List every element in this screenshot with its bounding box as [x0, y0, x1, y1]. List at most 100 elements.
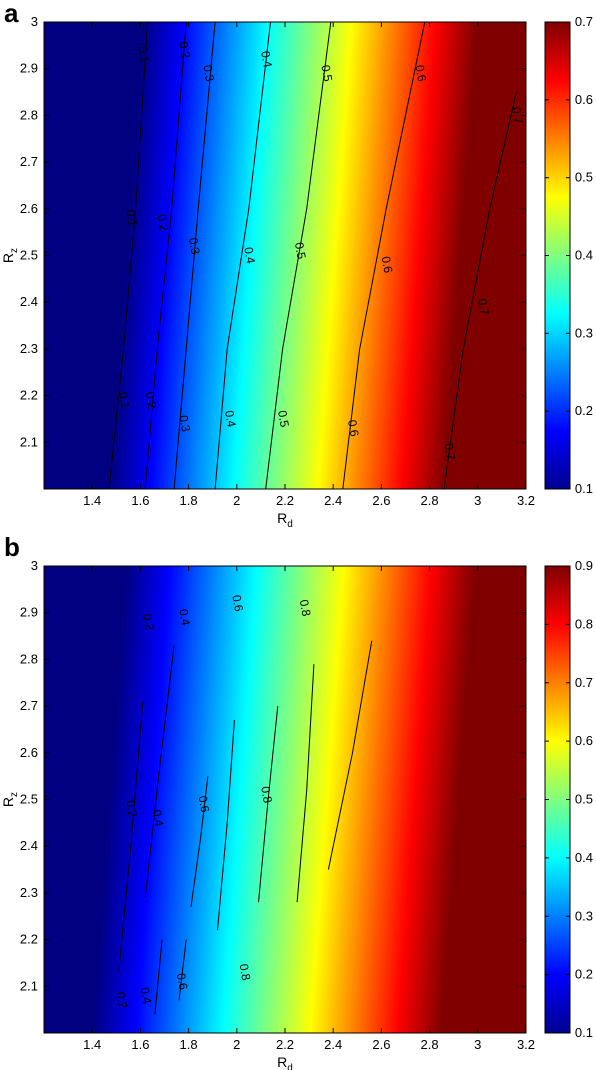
contour-label: 0.5	[292, 241, 309, 260]
contour-line	[296, 664, 315, 903]
colorbar-tick-label: 0.9	[575, 558, 593, 573]
contour-label: 0.7	[509, 106, 526, 125]
contour-label: 0.7	[441, 442, 458, 461]
y-tick-label: 2.7	[20, 698, 38, 713]
colorbar-tick-label: 0.2	[575, 967, 593, 982]
heatmap-band	[509, 265, 526, 489]
y-tick-label: 2.5	[20, 792, 38, 807]
contour-line	[173, 22, 216, 489]
x-tick-label: 2	[233, 1037, 240, 1052]
y-tick-label: 2.7	[20, 154, 38, 169]
heatmap-band	[505, 205, 526, 489]
y-tick-label: 2.8	[20, 651, 38, 666]
contours: 0.2 0.2 0.2 0.4 0.4 0.4 0.6 0.6 0.6 0.8 0.8 0.8	[114, 594, 373, 1015]
x-tick-label: 1.8	[180, 1037, 198, 1052]
colorbar-tick-label: 0.8	[575, 616, 593, 631]
contour-line	[327, 640, 373, 870]
x-tick-label: 2.6	[372, 1037, 390, 1052]
heatmap-band	[496, 84, 526, 489]
colorbar-tick-label: 0.7	[575, 14, 593, 29]
panel-b: 0.2 0.2 0.2 0.4 0.4 0.4 0.6 0.6 0.6 0.8 0.8 0.8 1.4 1…	[0, 532, 593, 1070]
y-tick-label: 2.2	[20, 388, 38, 403]
y-tick-label: 2.6	[20, 201, 38, 216]
heatmap-band	[516, 900, 526, 1033]
colorbar-tick-label: 0.1	[575, 481, 593, 496]
colorbar	[544, 565, 571, 1034]
contour-label: 0.1	[116, 391, 133, 410]
x-tick-label: 1.6	[131, 493, 149, 508]
x-tick-label: 2.2	[276, 1037, 294, 1052]
colorbar-tick-label: 0.6	[575, 733, 593, 748]
heatmap-band	[522, 446, 526, 489]
heatmap-band	[503, 175, 526, 489]
contour-line	[214, 22, 271, 489]
contour-label: 0.2	[123, 799, 140, 818]
x-tick-label: 3.2	[517, 1037, 535, 1052]
contour-label: 0.2	[114, 991, 131, 1010]
contour-label: 0.6	[174, 972, 191, 991]
contour-label: 0.4	[138, 986, 155, 1005]
heatmap-band	[498, 659, 526, 1033]
y-tick-label: 2.3	[20, 885, 38, 900]
x-tick-label: 1.4	[83, 1037, 101, 1052]
contour-line	[342, 22, 426, 489]
contour-label: 0.6	[229, 594, 246, 613]
y-tick-label: 2.2	[20, 932, 38, 947]
contour-label: 0.3	[186, 237, 203, 256]
heatmap-band	[516, 356, 526, 489]
colorbar-tick-label: 0.6	[575, 92, 593, 107]
contour-label: 0.8	[237, 963, 254, 982]
contour-line	[217, 720, 235, 931]
x-tick-label: 2.2	[276, 493, 294, 508]
y-tick-label: 2.4	[20, 838, 38, 853]
contour-line	[178, 939, 187, 1001]
heatmap-band	[514, 326, 526, 489]
x-tick-label: 2.8	[421, 1037, 439, 1052]
y-tick-label: 2.4	[20, 294, 38, 309]
contour-label: 0.3	[176, 414, 193, 433]
heatmap-band	[512, 839, 526, 1033]
heatmap-band	[498, 115, 526, 489]
x-tick-label: 2.4	[324, 1037, 342, 1052]
heatmap-band	[505, 749, 526, 1033]
contour-line	[108, 22, 149, 489]
heatmap-band	[490, 22, 526, 489]
x-tick-label: 2.8	[421, 493, 439, 508]
contour-line	[154, 939, 163, 1015]
heatmap-band	[503, 719, 526, 1033]
x-axis-label: Rd	[277, 510, 293, 530]
contour-label: 0.4	[176, 608, 193, 627]
heatmap	[44, 566, 526, 1033]
heatmap-band	[494, 54, 526, 489]
heatmap-band	[492, 24, 526, 489]
panel-letter: a	[4, 0, 19, 28]
contour-label: 0.6	[196, 795, 213, 814]
y-tick-label: 2.1	[20, 434, 38, 449]
x-tick-label: 3	[474, 1037, 481, 1052]
contour-line	[118, 701, 144, 973]
y-axis-label: Rz	[0, 248, 20, 263]
x-tick-label: 2	[233, 493, 240, 508]
colorbar	[544, 21, 571, 490]
contour-label: 0.3	[200, 64, 217, 83]
contour-label: 0.4	[222, 409, 239, 428]
contour-line	[258, 706, 279, 903]
x-tick-label: 3.2	[517, 493, 535, 508]
contour-line	[190, 776, 209, 907]
contour-label: 0.6	[412, 64, 429, 83]
x-tick-label: 1.8	[180, 493, 198, 508]
contour-line	[144, 645, 175, 898]
contour-label: 0.8	[258, 785, 275, 804]
heatmap-band	[507, 779, 526, 1033]
heatmap-band	[509, 809, 526, 1033]
heatmap-band	[490, 566, 526, 1033]
x-tick-label: 2.4	[324, 493, 342, 508]
contours: 0.1 0.1 0.1 0.2 0.2 0.2 0.3 0.3 0.3 0.4 0.4 0.4 0.5 0…	[108, 22, 526, 489]
heatmap-band	[496, 628, 526, 1033]
y-tick-label: 2.3	[20, 341, 38, 356]
y-tick-label: 2.5	[20, 248, 38, 263]
x-axis-label: Rd	[277, 1054, 293, 1070]
colorbar-tick-label: 0.3	[575, 325, 593, 340]
contour-label: 0.6	[379, 255, 396, 274]
